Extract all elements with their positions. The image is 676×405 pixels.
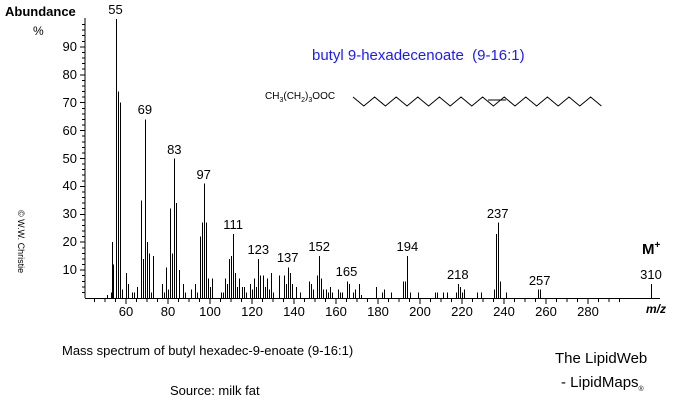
- y-tick-label: 10: [62, 262, 77, 278]
- formula-subscript: 3: [308, 97, 313, 104]
- x-axis-title: m/z: [646, 302, 667, 316]
- x-tick-label: 240: [493, 304, 515, 319]
- y-tick-label: 30: [62, 206, 77, 222]
- brand-lipidmaps-text: - LipidMaps: [561, 374, 639, 391]
- x-tick-label: 140: [283, 304, 305, 319]
- structural-formula-text: CH3(CH2)3OOC: [265, 91, 335, 104]
- molecular-ion-charge: +: [654, 240, 661, 251]
- x-tick-label: 80: [160, 304, 176, 319]
- brand-lipidmaps: - LipidMaps®: [561, 374, 644, 393]
- x-tick-label: 160: [325, 304, 347, 319]
- y-tick-label: 80: [62, 66, 77, 82]
- x-tick-label: 220: [451, 304, 473, 319]
- peak-label: 237: [486, 205, 509, 221]
- x-tick-label: 200: [409, 304, 431, 319]
- peak-label: 137: [276, 250, 299, 266]
- x-tick-label: 120: [241, 304, 263, 319]
- y-tick-label: 50: [62, 150, 77, 166]
- y-tick-label: 90: [62, 38, 77, 54]
- peak-label: 152: [308, 239, 331, 255]
- peak-label: 123: [247, 241, 270, 257]
- x-tick-label: 100: [199, 304, 221, 319]
- x-tick-label: 180: [367, 304, 389, 319]
- peak-label: 83: [167, 141, 182, 157]
- formula-part: OOC: [312, 91, 336, 102]
- peak-label: 111: [223, 216, 243, 232]
- formula-subscript: 3: [279, 97, 284, 104]
- y-axis-title: Abundance: [5, 4, 76, 19]
- peak-label: 218: [446, 267, 469, 283]
- peak-label: 165: [335, 264, 358, 280]
- formula-part: CH: [265, 91, 280, 102]
- peak-label: 310: [640, 267, 662, 283]
- source-note: Source: milk fat: [170, 383, 260, 398]
- y-tick-label: 40: [62, 178, 77, 194]
- molecular-ion-label: M+: [642, 240, 660, 258]
- peak-label: 69: [137, 102, 153, 118]
- formula-part: ): [305, 91, 309, 102]
- copyright-note: © W.W. Christie: [16, 210, 26, 274]
- y-tick-label: 60: [62, 122, 77, 138]
- molecular-ion-symbol: M: [642, 241, 655, 258]
- peak-label: 97: [196, 166, 211, 182]
- formula-subscript: 2: [301, 97, 306, 104]
- brand-lipidweb: The LipidWeb: [555, 350, 648, 367]
- x-tick-label: 260: [535, 304, 557, 319]
- x-tick-label: 280: [577, 304, 599, 319]
- figure-caption: Mass spectrum of butyl hexadec-9-enoate …: [62, 343, 354, 358]
- peak-label: 257: [528, 272, 551, 288]
- registered-mark: ®: [638, 386, 644, 393]
- x-tick-label: 60: [118, 304, 134, 319]
- peak-label: 55: [108, 2, 123, 17]
- fatty-acid-chain-skeleton: [352, 96, 602, 107]
- y-tick-label: 70: [62, 94, 77, 110]
- formula-part: (CH: [283, 91, 302, 102]
- y-axis-unit: %: [33, 24, 44, 38]
- peak-label: 194: [396, 239, 419, 255]
- chart-title: butyl 9-hexadecenoate (9-16:1): [312, 47, 525, 64]
- y-tick-label: 20: [62, 234, 77, 250]
